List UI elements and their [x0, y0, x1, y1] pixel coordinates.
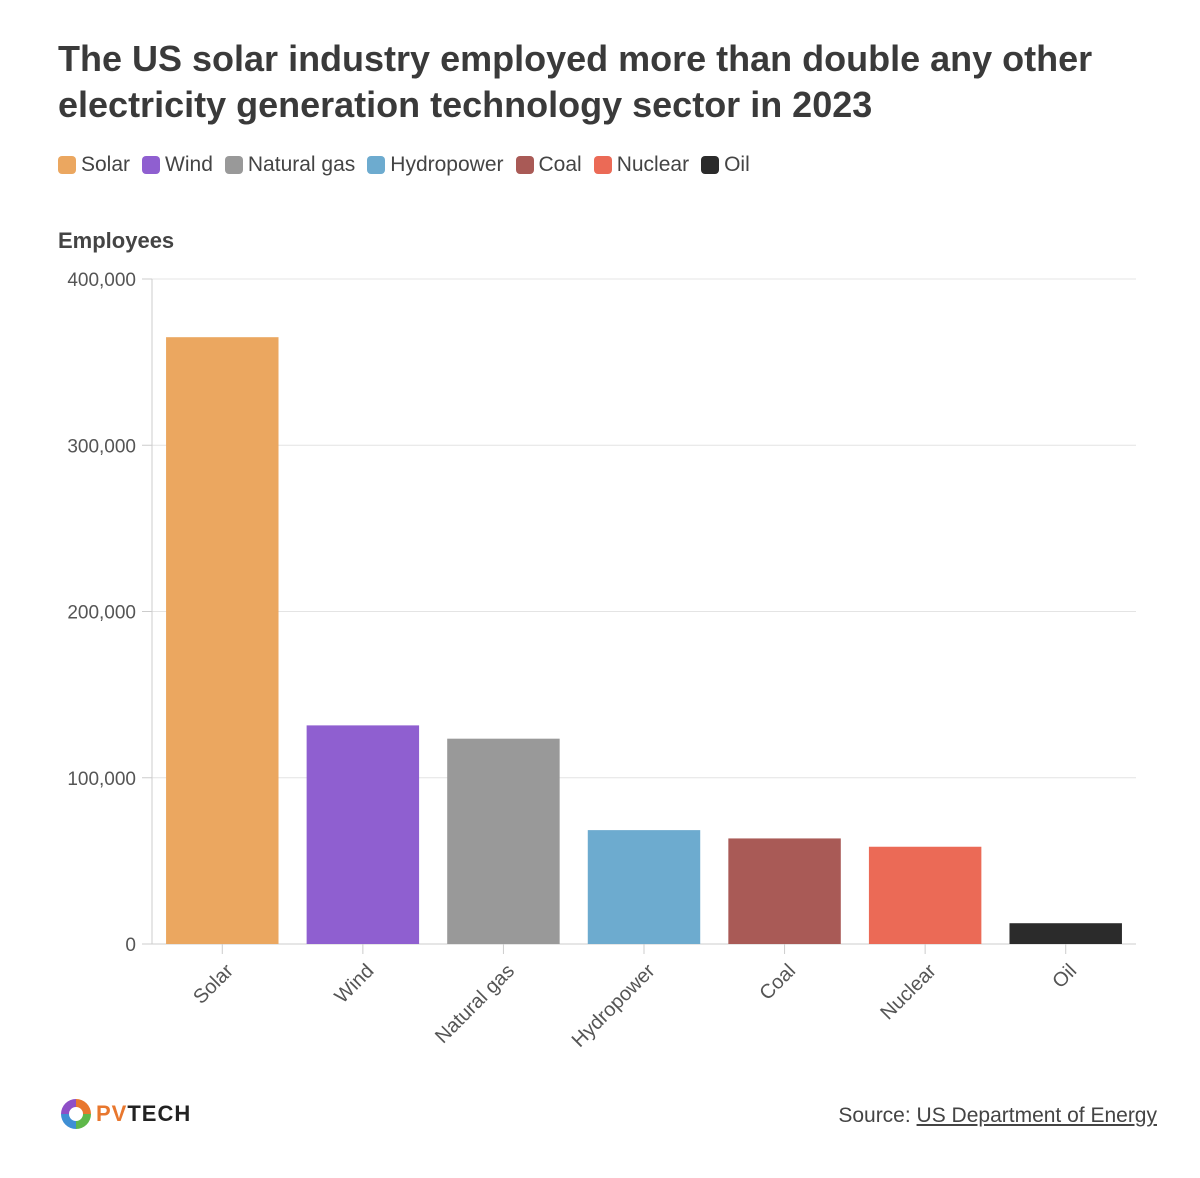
legend-swatch-nuclear	[593, 156, 612, 174]
legend-item-natural-gas[interactable]: Natural gas	[224, 153, 356, 177]
legend: Solar Wind Natural gas Hydropower Coal N…	[58, 152, 750, 178]
legend-item-oil[interactable]: Oil	[701, 153, 750, 177]
bar-nuclear[interactable]	[868, 846, 982, 944]
pvtech-logo: PVTECH	[58, 1096, 191, 1132]
source-link[interactable]: US Department of Energy	[916, 1104, 1157, 1127]
bar-natural-gas[interactable]	[447, 738, 560, 944]
y-axis-title: Employees	[58, 228, 175, 253]
pvtech-logo-icon	[61, 1099, 91, 1129]
y-tick-label: 400,000	[67, 270, 136, 291]
y-axis-ticks: 0 100,000 200,000 300,000 400,000	[67, 270, 152, 956]
bars	[166, 337, 1122, 944]
legend-swatch-oil	[701, 156, 720, 174]
legend-item-solar[interactable]: Solar	[58, 153, 130, 177]
legend-item-nuclear[interactable]: Nuclear	[593, 153, 690, 177]
legend-swatch-wind	[142, 156, 161, 174]
bar-coal[interactable]	[728, 838, 841, 944]
chart-title-line-2: electricity generation technology sector…	[58, 84, 873, 125]
y-tick-label: 0	[125, 935, 136, 956]
chart-title-line-1: The US solar industry employed more than…	[58, 38, 1093, 79]
x-tick-label-solar: Solar	[189, 960, 238, 1009]
bar-hydropower[interactable]	[587, 830, 701, 944]
x-tick-label-coal: Coal	[755, 960, 800, 1005]
bar-wind[interactable]	[306, 725, 420, 944]
source-note: Source: US Department of Energy	[838, 1104, 1157, 1128]
x-axis-ticks: Solar Wind Natural gas Hydropower Coal Nuclea…	[189, 944, 1081, 1052]
legend-label-natural-gas: Natural gas	[247, 153, 356, 176]
legend-item-wind[interactable]: Wind	[142, 153, 213, 177]
logo-pv: PV	[96, 1101, 128, 1126]
y-tick-label: 200,000	[67, 603, 136, 624]
legend-label-coal: Coal	[538, 153, 582, 176]
x-tick-label-wind: Wind	[331, 960, 379, 1008]
x-tick-label-hydropower: Hydropower	[568, 960, 660, 1052]
y-tick-label: 300,000	[67, 436, 136, 457]
legend-item-coal[interactable]: Coal	[515, 153, 582, 177]
source-prefix: Source:	[838, 1104, 917, 1127]
bar-solar[interactable]	[166, 337, 279, 944]
x-tick-label-natural-gas: Natural gas	[431, 960, 519, 1048]
legend-label-hydropower: Hydropower	[390, 153, 504, 176]
legend-item-hydropower[interactable]: Hydropower	[367, 153, 504, 177]
legend-label-solar: Solar	[81, 153, 131, 176]
legend-swatch-coal	[515, 156, 534, 174]
bar-chart: 0 100,000 200,000 300,000 400,000 Solar Wind N…	[67, 270, 1136, 1052]
bar-oil[interactable]	[1009, 923, 1122, 944]
legend-swatch-solar	[58, 156, 76, 174]
y-tick-label: 100,000	[67, 769, 136, 790]
legend-label-oil: Oil	[724, 153, 750, 176]
x-tick-label-nuclear: Nuclear	[876, 960, 941, 1025]
pvtech-logo-text: PVTECH	[96, 1101, 191, 1127]
legend-swatch-natural-gas	[224, 156, 243, 174]
legend-swatch-hydropower	[367, 156, 386, 174]
x-tick-label-oil: Oil	[1048, 960, 1081, 993]
legend-label-wind: Wind	[165, 153, 213, 176]
chart-title: The US solar industry employed more than…	[58, 36, 1158, 128]
legend-label-nuclear: Nuclear	[616, 153, 690, 176]
logo-tech: TECH	[127, 1101, 192, 1126]
